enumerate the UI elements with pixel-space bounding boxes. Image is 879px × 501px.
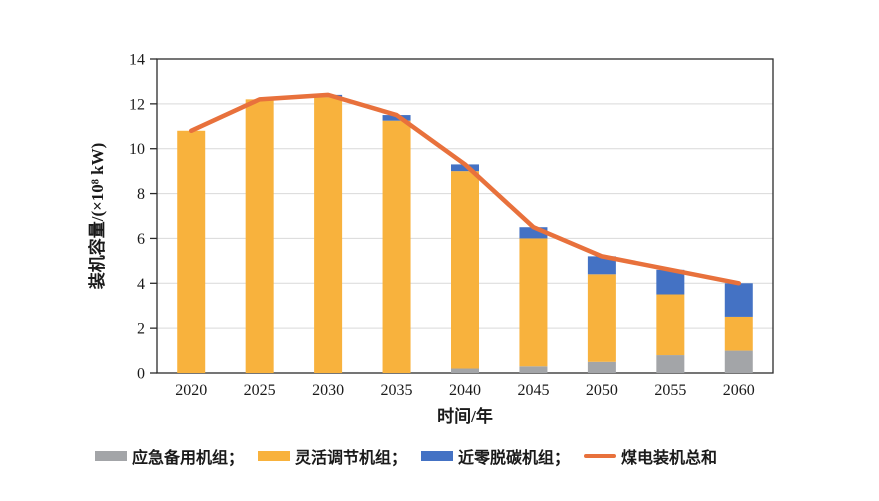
bar-segment-近零脱碳机组-2045: [519, 227, 548, 239]
bar-segment-应急备用机组-2040: [451, 368, 479, 373]
x-tick-label: 2035: [381, 382, 413, 399]
x-tick-label: 2025: [244, 382, 276, 399]
legend-label: 应急备用机组；: [131, 450, 244, 467]
y-tick-label: 8: [137, 186, 145, 203]
bar-segment-近零脱碳机组-2035: [382, 115, 411, 121]
bar-segment-应急备用机组-2050: [587, 361, 616, 373]
legend-label: 煤电装机总和: [621, 450, 718, 467]
bar-segment-近零脱碳机组-2050: [587, 256, 616, 275]
x-tick-label: 2050: [586, 382, 618, 399]
x-tick-label: 2055: [654, 382, 686, 399]
bar-segment-灵活调节机组-2030: [314, 97, 343, 373]
legend-item-近零脱碳机组: 近零脱碳机组；: [421, 444, 570, 468]
y-tick-label: 2: [137, 321, 145, 338]
x-axis-title: 时间/年: [437, 406, 493, 426]
bar-segment-灵活调节机组-2040: [451, 171, 479, 369]
bar-segment-应急备用机组-2055: [656, 355, 685, 373]
bar-segment-灵活调节机组-2020: [177, 130, 206, 373]
legend-label: 近零脱碳机组；: [458, 450, 571, 467]
y-tick-label: 14: [129, 52, 145, 69]
y-tick-label: 0: [137, 366, 145, 383]
x-tick-label: 2020: [175, 382, 207, 399]
y-tick-label: 6: [137, 231, 145, 248]
chart-canvas: 0 2 4 6 8 10 12 14 2020 2025 2030 2035 2040 2045 2050 2…: [87, 52, 774, 426]
legend-item-灵活调节机组: 灵活调节机组；: [257, 444, 407, 468]
bar-segment-应急备用机组-2045: [519, 366, 548, 373]
x-tick-label: 2030: [312, 382, 344, 399]
bar-segment-灵活调节机组-2035: [382, 120, 411, 373]
legend-line-swatch: [584, 454, 617, 458]
bar-segment-灵活调节机组-2050: [587, 274, 616, 362]
legend-label: 灵活调节机组；: [294, 450, 407, 467]
x-tick-label: 2045: [517, 382, 549, 399]
legend-item-煤电装机总和: 煤电装机总和: [584, 444, 717, 468]
total-line-煤电装机总和: [188, 92, 742, 286]
legend-color-swatch: [94, 451, 127, 461]
bar-segment-近零脱碳机组-2040: [451, 164, 479, 172]
y-tick-label: 4: [137, 276, 145, 293]
y-axis-title: 装机容量/(×10⁸ kW): [87, 143, 107, 291]
bar-segment-灵活调节机组-2060: [724, 316, 753, 351]
y-tick-label: 10: [129, 141, 145, 158]
chart-legend: 应急备用机组； 灵活调节机组； 近零脱碳机组； 煤电装机总和: [0, 444, 812, 468]
y-tick-label: 12: [129, 96, 145, 113]
bar-segment-灵活调节机组-2045: [519, 238, 548, 367]
bar-segment-灵活调节机组-2025: [245, 99, 274, 373]
bar-segment-近零脱碳机组-2060: [724, 283, 753, 317]
legend-color-swatch: [257, 451, 290, 461]
bar-segment-应急备用机组-2060: [724, 350, 753, 373]
x-tick-label: 2040: [449, 382, 481, 399]
x-tick-label: 2060: [723, 382, 755, 399]
bar-segment-灵活调节机组-2055: [656, 294, 685, 356]
legend-color-swatch: [421, 451, 453, 461]
legend-item-应急备用机组: 应急备用机组；: [94, 444, 244, 468]
